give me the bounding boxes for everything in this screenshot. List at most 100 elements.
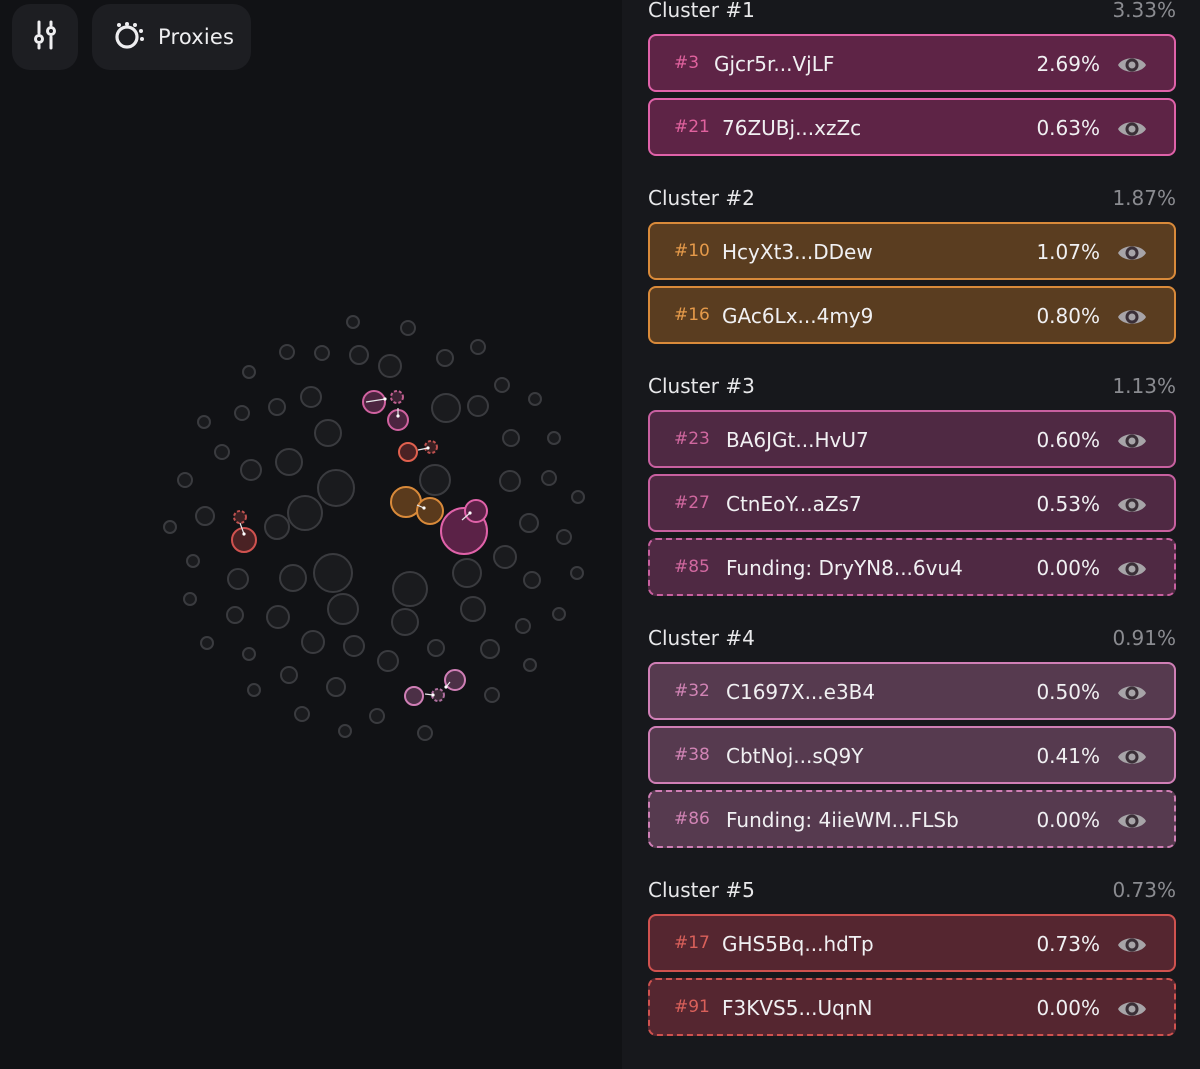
eye-icon[interactable] <box>1116 932 1148 958</box>
wallet-address[interactable]: F3KVS5...UqnN <box>722 996 873 1020</box>
wallet-bubble <box>502 429 520 447</box>
funding-wallet-row[interactable]: #86 Funding: 4iieWM...FLSb 0.00% <box>648 790 1176 848</box>
cluster-percent: 0.91% <box>1112 626 1176 650</box>
wallet-bubble <box>515 618 531 634</box>
wallet-address[interactable]: C1697X...e3B4 <box>726 680 876 704</box>
wallet-bubble <box>484 687 500 703</box>
funding-bubble <box>431 688 445 702</box>
transfer-arrow <box>426 446 430 450</box>
eye-icon[interactable] <box>1116 996 1148 1022</box>
transfer-arrow <box>422 506 426 510</box>
wallet-bubble <box>275 448 303 476</box>
cluster-title: Cluster #1 <box>648 0 755 22</box>
wallet-bubble <box>197 415 211 429</box>
wallet-bubble <box>242 647 256 661</box>
wallet-bubble <box>431 393 461 423</box>
eye-icon[interactable] <box>1116 556 1148 582</box>
cluster-bubble <box>416 497 444 525</box>
wallet-bubble <box>247 683 261 697</box>
wallet-bubble <box>427 639 445 657</box>
wallet-bubble <box>327 593 359 625</box>
proxies-button[interactable]: Proxies <box>92 4 251 70</box>
wallet-rank: #3 <box>674 53 700 73</box>
wallet-address[interactable]: CtnEoY...aZs7 <box>726 492 862 516</box>
transfer-arrow <box>242 532 246 536</box>
wallet-bubble <box>177 472 193 488</box>
wallet-percent: 0.63% <box>1036 116 1100 140</box>
eye-icon[interactable] <box>1116 240 1148 266</box>
bubble-map-canvas[interactable]: Proxies <box>0 0 622 1069</box>
wallet-bubble <box>240 459 262 481</box>
wallet-address[interactable]: Funding: 4iieWM...FLSb <box>726 808 959 832</box>
wallet-bubble <box>378 354 402 378</box>
wallet-rank: #85 <box>674 557 710 577</box>
funding-bubble <box>390 390 404 404</box>
wallet-bubble <box>541 470 557 486</box>
wallet-row[interactable]: #38 CbtNoj...sQ9Y 0.41% <box>648 726 1176 784</box>
cluster-bubble <box>464 499 488 523</box>
eye-icon[interactable] <box>1116 52 1148 78</box>
wallet-percent: 0.53% <box>1036 492 1100 516</box>
wallet-row[interactable]: #27 CtnEoY...aZs7 0.53% <box>648 474 1176 532</box>
wallet-address[interactable]: BA6JGt...HvU7 <box>726 428 869 452</box>
transfer-arrow <box>444 685 448 689</box>
bubble-map-graph[interactable] <box>0 0 622 1069</box>
wallet-bubble <box>467 395 489 417</box>
funding-wallet-row[interactable]: #85 Funding: DryYN8...6vu4 0.00% <box>648 538 1176 596</box>
wallet-address[interactable]: CbtNoj...sQ9Y <box>726 744 864 768</box>
wallet-bubble <box>338 724 352 738</box>
transfer-arrow <box>383 397 387 401</box>
wallet-bubble <box>552 607 566 621</box>
eye-icon[interactable] <box>1116 116 1148 142</box>
transfer-link <box>239 522 245 535</box>
wallet-row[interactable]: #3 Gjcr5r...VjLF 2.69% <box>648 34 1176 92</box>
wallet-address[interactable]: GHS5Bq...hdTp <box>722 932 874 956</box>
wallet-address[interactable]: GAc6Lx...4my9 <box>722 304 874 328</box>
eye-icon[interactable] <box>1116 744 1148 770</box>
wallet-bubble <box>242 365 256 379</box>
eye-icon[interactable] <box>1116 680 1148 706</box>
transfer-arrow <box>431 693 435 697</box>
wallet-bubble <box>571 490 585 504</box>
wallet-bubble <box>314 419 342 447</box>
cluster-title: Cluster #4 <box>648 626 755 650</box>
eye-icon[interactable] <box>1116 492 1148 518</box>
wallet-bubble <box>349 345 369 365</box>
wallet-bubble <box>234 405 250 421</box>
funding-wallet-row[interactable]: #91 F3KVS5...UqnN 0.00% <box>648 978 1176 1036</box>
wallet-bubble <box>326 677 346 697</box>
cluster-percent: 1.87% <box>1112 186 1176 210</box>
wallet-row[interactable]: #32 C1697X...e3B4 0.50% <box>648 662 1176 720</box>
eye-icon[interactable] <box>1116 808 1148 834</box>
wallet-bubble <box>287 495 323 531</box>
wallet-bubble <box>400 320 416 336</box>
wallet-row[interactable]: #17 GHS5Bq...hdTp 0.73% <box>648 914 1176 972</box>
wallet-rank: #16 <box>674 305 710 325</box>
transfer-link <box>461 512 471 521</box>
cluster-header: Cluster #2 1.87% <box>648 186 1176 222</box>
wallet-bubble <box>313 553 353 593</box>
wallet-bubble <box>556 529 572 545</box>
wallet-address[interactable]: Funding: DryYN8...6vu4 <box>726 556 963 580</box>
wallet-bubble <box>268 398 286 416</box>
wallet-address[interactable]: Gjcr5r...VjLF <box>714 52 835 76</box>
eye-icon[interactable] <box>1116 304 1148 330</box>
cluster-bubble <box>398 442 418 462</box>
wallet-bubble <box>377 650 399 672</box>
cluster-title: Cluster #2 <box>648 186 755 210</box>
wallet-row[interactable]: #21 76ZUBj...xzZc 0.63% <box>648 98 1176 156</box>
cluster-percent: 3.33% <box>1112 0 1176 22</box>
settings-button[interactable] <box>12 4 78 70</box>
wallet-row[interactable]: #10 HcyXt3...DDew 1.07% <box>648 222 1176 280</box>
wallet-address[interactable]: HcyXt3...DDew <box>722 240 873 264</box>
wallet-row[interactable]: #16 GAc6Lx...4my9 0.80% <box>648 286 1176 344</box>
wallet-row[interactable]: #23 BA6JGt...HvU7 0.60% <box>648 410 1176 468</box>
wallet-bubble <box>186 554 200 568</box>
wallet-bubble <box>300 386 322 408</box>
wallet-bubble <box>279 344 295 360</box>
cluster-header: Cluster #5 0.73% <box>648 878 1176 914</box>
cluster-bubble <box>444 669 466 691</box>
wallet-address[interactable]: 76ZUBj...xzZc <box>722 116 862 140</box>
eye-icon[interactable] <box>1116 428 1148 454</box>
wallet-bubble <box>528 392 542 406</box>
